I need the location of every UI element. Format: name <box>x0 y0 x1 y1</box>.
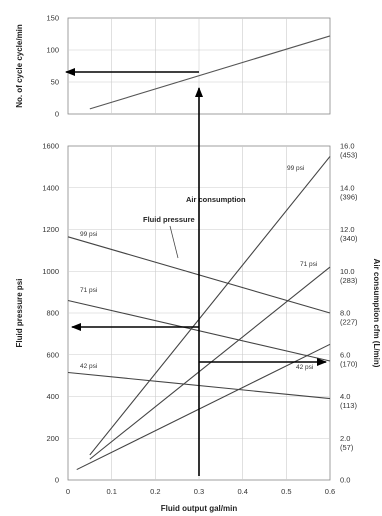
x-axis-title: Fluid output gal/min <box>161 504 238 513</box>
right-y-tick-part: 14.0 <box>340 183 355 192</box>
left-y-axis-title: Fluid pressure psi <box>15 279 24 348</box>
right-y-tick-label: 14.0 (396) <box>340 183 358 201</box>
left-y-tick-label: 1200 <box>42 225 59 234</box>
top-y-tick-label: 50 <box>51 78 59 87</box>
right-y-tick-label: 8.0 (227) <box>340 309 358 327</box>
right-y-tick-label: 0.0 <box>340 476 350 485</box>
left-y-tick-label: 1400 <box>42 183 59 192</box>
air-consumption-series-label: 71 psi <box>300 261 317 268</box>
top-y-tick-label: 100 <box>46 46 59 55</box>
fluid-pressure-series-label: 99 psi <box>80 231 97 238</box>
right-y-tick-part: (227) <box>340 318 358 327</box>
air-consumption-line <box>89 266 331 460</box>
left-y-tick-label: 0 <box>55 476 59 485</box>
right-y-tick-part: 10.0 <box>340 267 355 276</box>
x-tick-label: 0 <box>66 487 70 496</box>
x-tick-label: 0.2 <box>150 487 160 496</box>
right-y-tick-part: 8.0 <box>340 309 350 318</box>
left-y-tick-label: 1000 <box>42 267 59 276</box>
right-y-tick-part: (113) <box>340 401 357 410</box>
cycle-rate-panel: 150 100 50 0 No. of cycle cycle/min <box>15 14 331 119</box>
top-y-tick-label: 150 <box>46 14 59 23</box>
left-y-tick-label: 600 <box>46 350 59 359</box>
x-tick-label: 0.3 <box>194 487 204 496</box>
x-tick-label: 0.5 <box>281 487 291 496</box>
right-y-tick-part: (170) <box>340 359 358 368</box>
air-consumption-series-label: 99 psi <box>287 165 304 172</box>
left-y-tick-label: 400 <box>46 392 59 401</box>
left-y-tick-label: 800 <box>46 309 59 318</box>
right-y-tick-part: (57) <box>340 443 354 452</box>
fluid-pressure-series-label: 42 psi <box>80 363 97 370</box>
right-y-tick-label: 2.0 (57) <box>340 434 354 452</box>
top-y-axis-title: No. of cycle cycle/min <box>15 24 24 108</box>
x-tick-label: 0.1 <box>106 487 116 496</box>
right-y-tick-part: 6.0 <box>340 350 350 359</box>
x-tick-label: 0.4 <box>237 487 247 496</box>
right-y-tick-label: 6.0 (170) <box>340 350 358 368</box>
right-y-tick-label: 16.0 (453) <box>340 142 358 160</box>
air-consumption-line <box>76 343 331 471</box>
fluid-pressure-annotation-leader <box>169 225 179 259</box>
air-consumption-series-label: 42 psi <box>296 364 313 371</box>
right-y-tick-part: 12.0 <box>340 225 355 234</box>
right-y-tick-label: 12.0 (340) <box>340 225 358 243</box>
right-y-tick-part: 0.0 <box>340 476 350 485</box>
x-tick-label: 0.6 <box>325 487 335 496</box>
air-consumption-line <box>89 156 331 456</box>
right-y-tick-part: (453) <box>340 151 358 160</box>
right-y-tick-part: 16.0 <box>340 142 355 151</box>
right-y-axis-title: Air consumption cfm (L/min) <box>372 259 381 368</box>
top-y-tick-label: 0 <box>55 110 59 119</box>
cycle-rate-line <box>89 35 331 110</box>
right-y-tick-part: (283) <box>340 276 358 285</box>
right-y-tick-part: (396) <box>340 192 358 201</box>
right-y-tick-part: (340) <box>340 234 358 243</box>
right-y-tick-label: 4.0 (113) <box>340 392 357 410</box>
right-y-tick-part: 4.0 <box>340 392 350 401</box>
air-consumption-annotation: Air consumption <box>186 195 246 204</box>
right-y-tick-label: 10.0 (283) <box>340 267 358 285</box>
right-y-tick-part: 2.0 <box>340 434 350 443</box>
left-y-tick-label: 1600 <box>42 142 59 151</box>
fluid-pressure-series-label: 71 psi <box>80 287 97 294</box>
fluid-pressure-annotation: Fluid pressure <box>143 215 195 224</box>
left-y-tick-label: 200 <box>46 434 59 443</box>
reading-guides <box>65 68 327 476</box>
